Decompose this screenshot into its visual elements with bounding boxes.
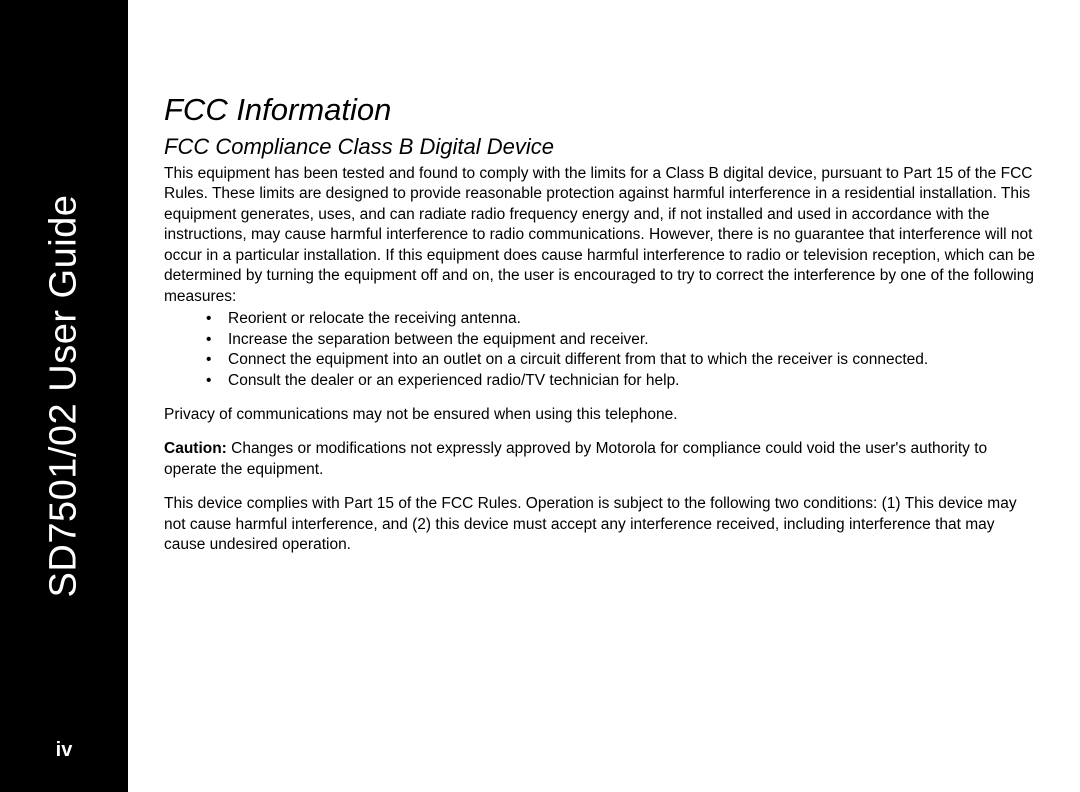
spine-title: SD7501/02 User Guide xyxy=(43,195,86,598)
intro-paragraph: This equipment has been tested and found… xyxy=(164,164,1040,307)
sidebar: SD7501/02 User Guide iv xyxy=(0,0,128,792)
page-content: FCC Information FCC Compliance Class B D… xyxy=(128,0,1080,792)
caution-label: Caution: xyxy=(164,440,227,457)
list-item: Increase the separation between the equi… xyxy=(206,330,1040,350)
compliance-paragraph: This device complies with Part 15 of the… xyxy=(164,494,1040,555)
list-item: Reorient or relocate the receiving anten… xyxy=(206,309,1040,329)
privacy-paragraph: Privacy of communications may not be ens… xyxy=(164,405,1040,425)
page-title: FCC Information xyxy=(164,92,1040,128)
list-item: Consult the dealer or an experienced rad… xyxy=(206,371,1040,391)
page-subtitle: FCC Compliance Class B Digital Device xyxy=(164,134,1040,160)
list-item: Connect the equipment into an outlet on … xyxy=(206,350,1040,370)
caution-paragraph: Caution: Changes or modifications not ex… xyxy=(164,439,1040,480)
page-number: iv xyxy=(56,739,73,762)
measures-list: Reorient or relocate the receiving anten… xyxy=(164,309,1040,391)
caution-text: Changes or modifications not expressly a… xyxy=(164,440,987,477)
